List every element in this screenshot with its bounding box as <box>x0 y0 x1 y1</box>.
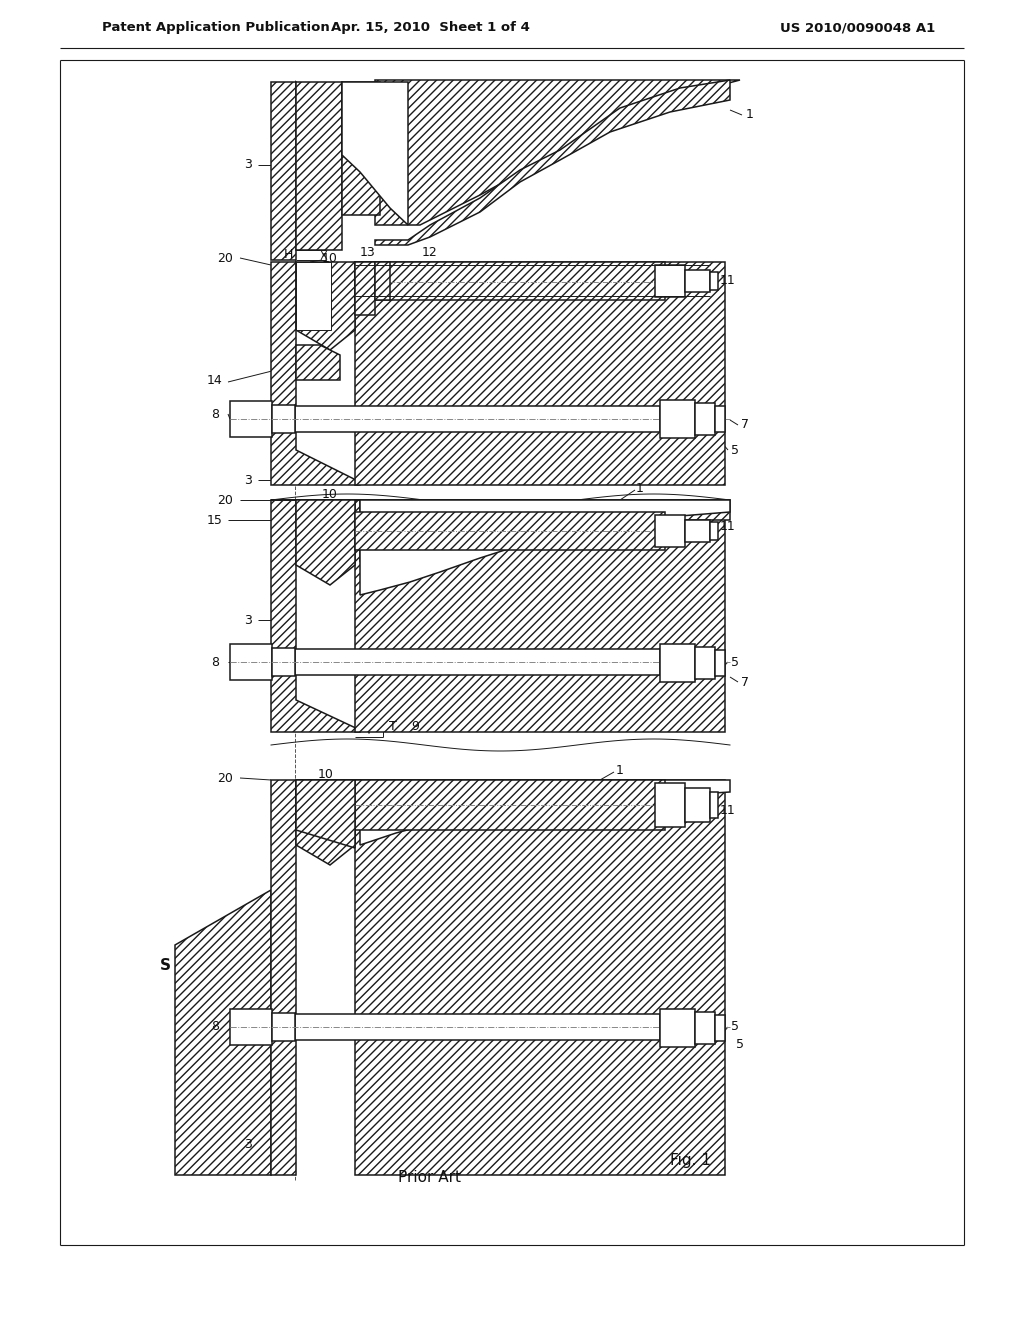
Bar <box>655 265 685 297</box>
Bar <box>655 783 685 828</box>
Bar <box>271 780 296 1175</box>
Bar <box>355 780 725 1175</box>
Text: 1: 1 <box>616 763 624 776</box>
Bar <box>230 1008 272 1045</box>
Text: 3: 3 <box>244 474 252 487</box>
Bar <box>355 500 725 733</box>
Text: 9: 9 <box>411 721 419 734</box>
Bar <box>695 403 715 436</box>
Text: 12: 12 <box>422 246 438 259</box>
Text: 20: 20 <box>217 494 232 507</box>
Text: 8: 8 <box>211 1020 219 1034</box>
Polygon shape <box>271 500 730 562</box>
Text: 8: 8 <box>211 656 219 668</box>
Text: 3: 3 <box>244 158 252 172</box>
Polygon shape <box>271 261 360 484</box>
Bar <box>715 1015 725 1041</box>
Bar <box>296 82 342 249</box>
Text: US 2010/0090048 A1: US 2010/0090048 A1 <box>780 21 935 34</box>
Bar <box>272 405 295 433</box>
Polygon shape <box>296 261 355 350</box>
Bar <box>271 82 296 260</box>
Text: S: S <box>160 957 171 973</box>
Text: 7: 7 <box>741 418 749 432</box>
Bar <box>695 647 715 678</box>
Text: H: H <box>284 248 293 261</box>
Polygon shape <box>296 780 730 845</box>
Bar <box>295 1014 660 1040</box>
Text: 11: 11 <box>720 273 736 286</box>
Text: 5: 5 <box>731 1020 739 1034</box>
Bar <box>695 1012 715 1044</box>
Text: 10: 10 <box>323 252 338 264</box>
Bar <box>375 261 390 300</box>
Text: 13: 13 <box>360 246 376 259</box>
Bar <box>355 261 725 484</box>
Bar <box>272 648 295 676</box>
Polygon shape <box>342 82 408 224</box>
Text: 11: 11 <box>720 520 736 533</box>
Text: T: T <box>389 721 397 734</box>
Bar <box>355 512 665 550</box>
Bar <box>295 649 660 675</box>
Bar <box>295 407 660 432</box>
Bar <box>230 644 272 680</box>
Text: 5: 5 <box>731 444 739 457</box>
Polygon shape <box>271 500 360 733</box>
Text: 20: 20 <box>217 771 232 784</box>
Bar <box>342 82 380 215</box>
Bar <box>710 272 718 290</box>
Polygon shape <box>375 81 730 246</box>
Text: 5: 5 <box>736 1039 744 1052</box>
Text: 7: 7 <box>741 676 749 689</box>
Polygon shape <box>296 780 355 847</box>
Text: 8: 8 <box>211 408 219 421</box>
Polygon shape <box>296 345 340 380</box>
Bar <box>272 1012 295 1041</box>
Text: 10: 10 <box>323 488 338 502</box>
Bar <box>715 649 725 676</box>
Text: 11: 11 <box>720 804 736 817</box>
Bar <box>685 788 710 822</box>
Polygon shape <box>360 500 730 595</box>
Bar <box>230 401 272 437</box>
Bar <box>660 1008 695 1047</box>
Text: 5: 5 <box>731 656 739 668</box>
Text: 10: 10 <box>318 767 334 780</box>
Bar <box>715 407 725 432</box>
Bar <box>355 780 665 830</box>
Bar <box>710 792 718 818</box>
Polygon shape <box>175 890 271 1175</box>
Bar <box>660 400 695 438</box>
Text: 3: 3 <box>244 1138 252 1151</box>
Bar <box>685 271 710 292</box>
Text: Patent Application Publication: Patent Application Publication <box>102 21 330 34</box>
Polygon shape <box>296 500 355 585</box>
Bar <box>685 520 710 543</box>
Text: 1: 1 <box>746 108 754 121</box>
Bar <box>660 644 695 682</box>
Polygon shape <box>375 81 740 224</box>
Text: 20: 20 <box>217 252 232 264</box>
Text: 3: 3 <box>244 614 252 627</box>
Text: Apr. 15, 2010  Sheet 1 of 4: Apr. 15, 2010 Sheet 1 of 4 <box>331 21 529 34</box>
Bar <box>296 261 331 330</box>
Bar <box>710 521 718 540</box>
Text: 14: 14 <box>207 374 223 387</box>
Polygon shape <box>296 780 355 865</box>
Text: Prior Art: Prior Art <box>398 1170 462 1184</box>
Text: 15: 15 <box>207 513 223 527</box>
Bar <box>355 261 375 315</box>
Bar <box>655 515 685 546</box>
Bar <box>355 261 665 300</box>
Text: Fig. 1: Fig. 1 <box>670 1152 711 1167</box>
Text: 1: 1 <box>636 482 644 495</box>
